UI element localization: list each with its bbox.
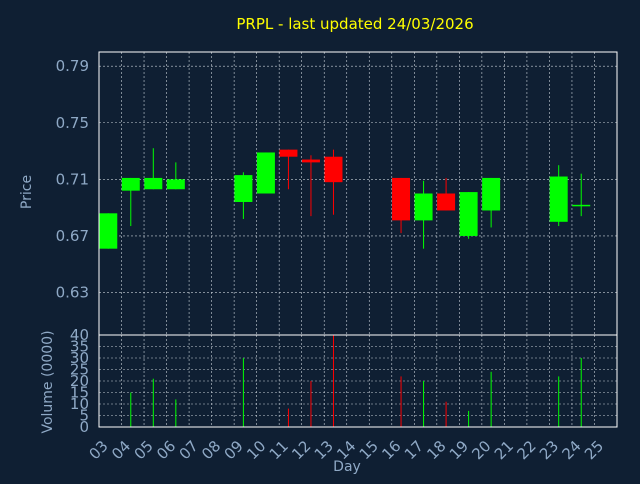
volume-tick-label: 35 — [70, 338, 89, 356]
volume-tick-label: 0 — [79, 418, 89, 436]
volume-tick-label: 15 — [70, 384, 89, 402]
candle-body — [482, 177, 501, 211]
candle-body — [392, 177, 411, 221]
price-tick-label: 0.71 — [56, 170, 89, 188]
candle-body — [437, 193, 456, 211]
candle-body — [144, 177, 163, 190]
candles-group — [99, 148, 591, 249]
volume-tick-label: 20 — [70, 372, 89, 390]
candle-body — [301, 159, 320, 163]
price-tick-label: 0.79 — [56, 57, 89, 75]
volume-tick-label: 30 — [70, 349, 89, 367]
candle-body — [549, 176, 568, 222]
candle-body — [166, 179, 185, 190]
candle-body — [121, 177, 140, 191]
candle-body — [324, 156, 343, 183]
price-y-ticks: 0.63 0.67 0.71 0.75 0.79 — [56, 57, 89, 301]
volume-panel-frame — [98, 334, 618, 428]
volume-grid — [98, 334, 617, 428]
volume-tick-label: 10 — [70, 395, 89, 413]
volume-tick-label: 40 — [70, 326, 89, 344]
price-tick-label: 0.63 — [56, 284, 89, 302]
candle-body — [572, 204, 591, 207]
candle-body — [234, 175, 253, 202]
x-axis-label: Day — [333, 459, 361, 475]
candle-body — [279, 149, 298, 157]
candle-body — [99, 213, 118, 249]
price-grid — [98, 52, 617, 335]
candle-body — [256, 152, 275, 194]
candle-body — [459, 192, 478, 236]
volume-bars-group — [130, 335, 582, 427]
x-tick-label: 25 — [581, 437, 607, 463]
price-tick-label: 0.75 — [56, 114, 89, 132]
candle-body — [414, 193, 433, 221]
chart-title: PRPL - last updated 24/03/2026 — [236, 15, 473, 33]
volume-tick-label: 25 — [70, 361, 89, 379]
price-axis-label: Price — [19, 175, 35, 209]
volume-tick-label: 5 — [79, 407, 89, 425]
price-tick-label: 0.67 — [56, 227, 89, 245]
volume-axis-label: Volume (0000) — [40, 330, 56, 433]
